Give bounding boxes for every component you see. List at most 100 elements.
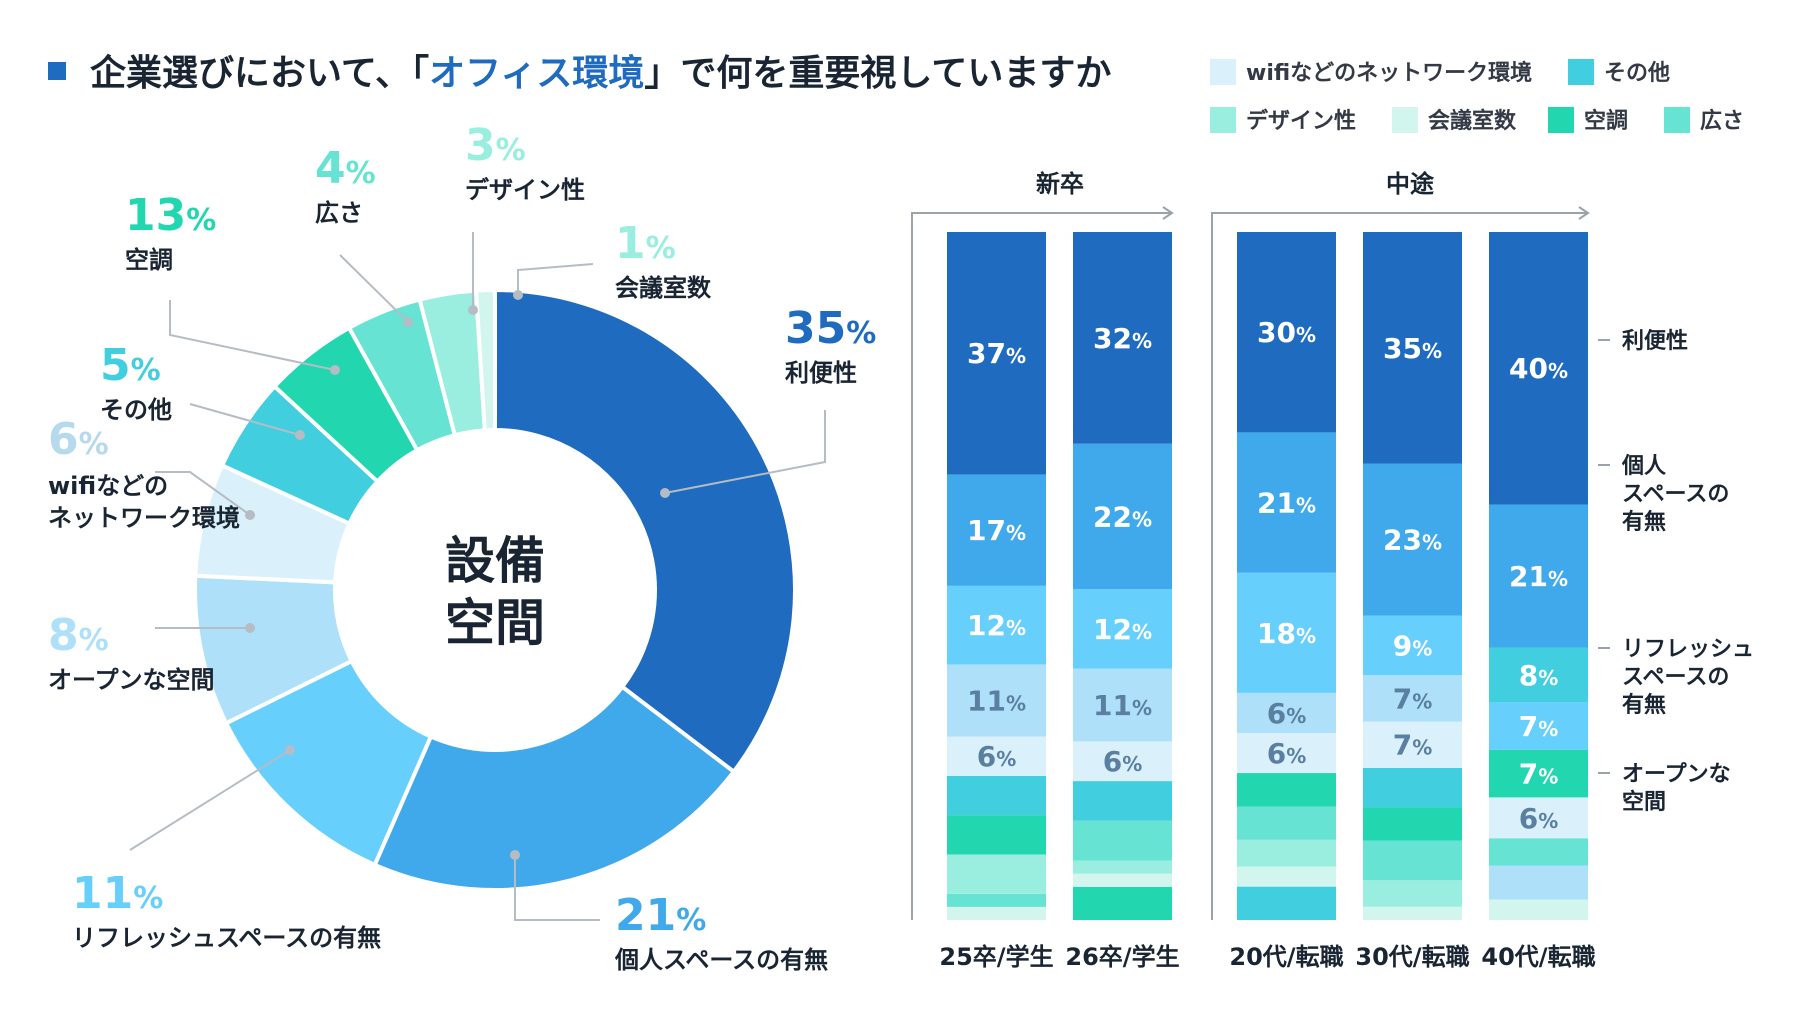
- bar-label-convenience: 32%: [1093, 322, 1152, 355]
- bar-label-convenience: 35%: [1383, 332, 1442, 365]
- bar-label-open: 7%: [1393, 682, 1433, 715]
- bar-segment-aircon: [1489, 749, 1588, 798]
- bar-segment-wifi: [947, 736, 1046, 776]
- bar-segment-aircon: [1237, 773, 1336, 807]
- bar-segment-design: [1237, 839, 1336, 867]
- legend-label-other: その他: [1604, 61, 1670, 86]
- stacked-bar-chart: 新卒 中途 6% 11% 12% 17% 37% 25卒/学生 6% 11% 12% 22% 32% 26…: [911, 170, 1754, 971]
- bar-segment-open: [1237, 692, 1336, 733]
- bar-label-wifi: 6%: [1519, 802, 1559, 835]
- legend-swatch-wifi: [1210, 59, 1236, 85]
- legend-swatch-meeting: [1392, 107, 1418, 133]
- bar-segment-design: [1363, 880, 1462, 907]
- donut-slice-convenience: [493, 287, 797, 775]
- legend-label-meeting: 会議室数: [1428, 108, 1517, 134]
- donut-label-personal: 個人スペースの有無: [614, 946, 828, 974]
- group-arrow-0: [1162, 206, 1174, 220]
- bar-segment-refresh: [1363, 615, 1462, 676]
- right-label-open: 空間: [1622, 789, 1666, 815]
- bar-segment-design: [947, 854, 1046, 894]
- bar-segment-convenience: [947, 232, 1046, 475]
- donut-label-meeting: 会議室数: [615, 274, 712, 302]
- bar-segment-meeting: [1237, 866, 1336, 887]
- leader-dot-personal: [510, 850, 520, 860]
- category-label: 26卒/学生: [1065, 943, 1179, 971]
- bar-segment-convenience: [1237, 232, 1336, 433]
- bar-label-refresh: 12%: [967, 609, 1026, 642]
- leader-line-meeting: [517, 263, 594, 295]
- bar-segment-wifi: [1363, 721, 1462, 768]
- bar-label-other: 8%: [1519, 659, 1559, 692]
- leader-line-aircon: [169, 300, 336, 371]
- right-label-personal: 個人: [1621, 454, 1666, 479]
- bar-segment-convenience: [1489, 232, 1588, 505]
- bar-segment-open: [947, 664, 1046, 737]
- leader-dot-other: [295, 430, 305, 440]
- bar-segment-open: [1363, 675, 1462, 722]
- right-label-personal: 有無: [1622, 509, 1666, 535]
- group-frame-1: [1211, 212, 1588, 920]
- leader-dot-wifi: [245, 510, 255, 520]
- leader-line-wifi: [155, 471, 251, 516]
- bar-segment-personal: [1363, 463, 1462, 616]
- bar-segment-space: [1489, 838, 1588, 866]
- bar-segment-other: [1073, 781, 1172, 821]
- donut-pct-refresh: 11%: [72, 868, 163, 919]
- legend-label-aircon: 空調: [1584, 108, 1628, 134]
- bar-label-convenience: 30%: [1257, 316, 1316, 349]
- title-before: 企業選びにおいて、「: [90, 52, 429, 94]
- bar-label-convenience: 37%: [967, 337, 1026, 370]
- bar-label-refresh: 12%: [1093, 613, 1152, 646]
- leader-line-refresh: [129, 749, 291, 851]
- bar-segment-convenience: [1073, 232, 1172, 444]
- title-marker: [48, 62, 66, 80]
- bar-segment-space: [1073, 820, 1172, 861]
- legend-label-wifi: wifiなどのネットワーク環境: [1246, 60, 1532, 86]
- donut-pct-meeting: 1%: [615, 218, 676, 269]
- bar-label-personal: 21%: [1257, 487, 1316, 520]
- donut-pct-wifi: 6%: [48, 414, 109, 465]
- bar-segment-open: [1489, 865, 1588, 900]
- bar-segment-wifi: [1237, 732, 1336, 774]
- bar-segment-personal: [947, 474, 1046, 586]
- donut-label-wifi: wifiなどの: [48, 472, 168, 500]
- category-label: 40代/転職: [1481, 943, 1595, 971]
- donut-label-open: オープンな空間: [48, 666, 215, 694]
- bar-label-open: 11%: [1093, 689, 1152, 722]
- bar-label-refresh: 18%: [1257, 617, 1316, 650]
- leader-line-personal: [514, 855, 600, 921]
- bar-label-convenience: 40%: [1509, 352, 1568, 385]
- leader-dot-space: [403, 317, 413, 327]
- bar-segment-meeting: [1489, 899, 1588, 920]
- bar-label-personal: 17%: [967, 514, 1026, 547]
- bar-segment-personal: [1073, 443, 1172, 590]
- donut-center-label: 空間: [445, 594, 545, 652]
- donut-label-refresh: リフレッシュスペースの有無: [72, 924, 381, 952]
- bar-label-wifi: 6%: [1103, 745, 1143, 778]
- leader-dot-refresh: [285, 745, 295, 755]
- bar-segment-personal: [1489, 504, 1588, 648]
- leader-dot-convenience: [660, 488, 670, 498]
- leader-dot-open: [245, 623, 255, 633]
- bar-label-personal: 23%: [1383, 524, 1442, 557]
- legend-label-space: 広さ: [1700, 108, 1744, 134]
- bar-label-wifi: 7%: [1393, 729, 1433, 762]
- donut-label-space: 広さ: [315, 199, 363, 227]
- bar-segment-other: [1489, 647, 1588, 703]
- category-label: 20代/転職: [1229, 943, 1343, 971]
- bar-segment-other: [1363, 767, 1462, 808]
- donut-pct-other: 5%: [100, 340, 161, 391]
- donut-pct-convenience: 35%: [785, 303, 876, 354]
- bar-segment-aircon: [1073, 886, 1172, 920]
- title-after: 」で何を重要視していますか: [644, 53, 1111, 94]
- donut-pct-aircon: 13%: [125, 190, 216, 241]
- bar-segment-refresh: [1489, 702, 1588, 750]
- legend-swatch-other: [1568, 59, 1594, 85]
- bar-segment-other: [1237, 886, 1336, 920]
- leader-line-other: [189, 403, 301, 436]
- bar-label-wifi: 6%: [977, 740, 1017, 773]
- donut-pct-open: 8%: [48, 610, 109, 661]
